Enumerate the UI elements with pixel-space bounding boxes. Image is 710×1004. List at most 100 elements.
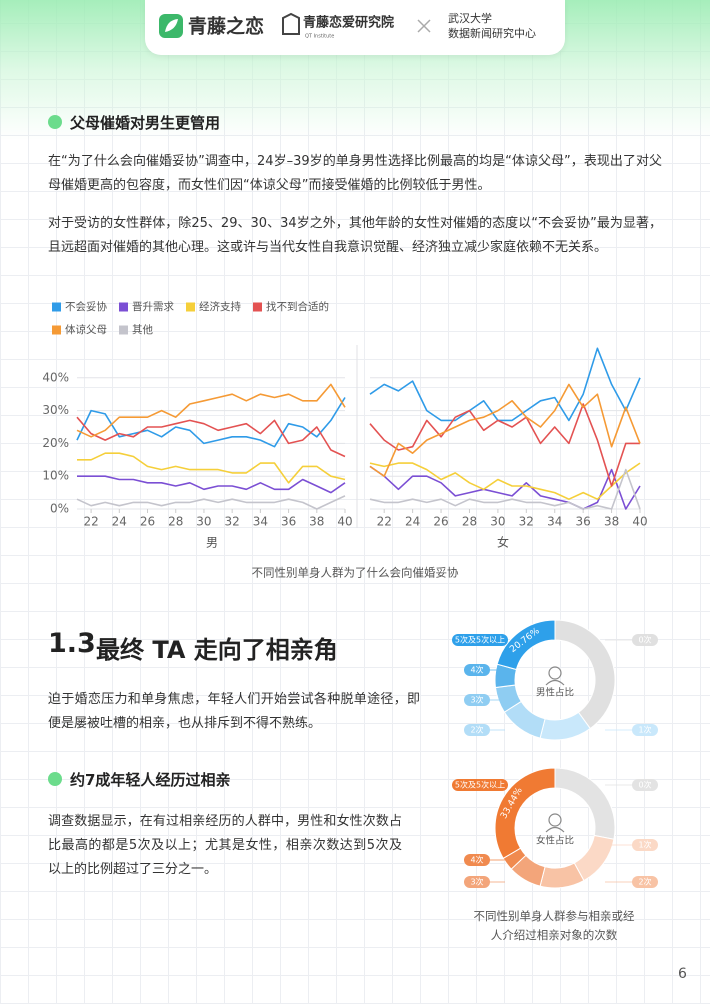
y-tick-label: 0%: [50, 502, 69, 516]
paragraph: 调查数据显示，在有过相亲经历的人群中，男性和女性次数占比最高的都是5次及以上；尤…: [48, 814, 402, 877]
x-tick-label: 34: [547, 515, 562, 529]
legend-swatch: [119, 302, 128, 312]
x-tick-label: 30: [196, 515, 211, 529]
donut-segment: [494, 767, 556, 860]
x-tick-label: 24: [112, 515, 127, 529]
legend-swatch: [186, 302, 195, 312]
legend-label: 找不到合适的: [266, 300, 329, 313]
header-bar: [145, 0, 565, 55]
segment-label: 5次及5次以上: [455, 635, 505, 645]
series-line: [369, 468, 641, 510]
x-tick-label: 38: [604, 515, 619, 529]
x-tick-label: 28: [168, 515, 183, 529]
segment-pill: [452, 779, 508, 791]
x-tick-label: 36: [281, 515, 296, 529]
x-tick-label: 38: [309, 515, 324, 529]
x-tick-label: 26: [433, 515, 448, 529]
series-line: [77, 452, 346, 484]
x-tick-label: 30: [490, 515, 505, 529]
brand: 青藤之恋: [188, 15, 264, 38]
x-tick-label: 36: [576, 515, 591, 529]
legend-label: 经济支持: [199, 300, 241, 313]
institute-en: QT Institute: [305, 34, 334, 40]
series-line: [76, 416, 346, 458]
x-tick-label: 34: [253, 515, 268, 529]
y-tick-label: 30%: [42, 403, 69, 417]
segment-label: 4次: [470, 665, 483, 675]
x-tick-label: 26: [140, 515, 155, 529]
paragraph: 在“为了什么会向催婚妥协”调查中，24岁–39岁的单身男性选择比例最高的均是“体…: [48, 154, 662, 193]
section-heading: 父母催婚对男生更管用: [70, 114, 221, 132]
x-tick-label: 40: [337, 515, 352, 529]
segment-pill: [632, 876, 658, 888]
series-line: [369, 465, 641, 510]
segment-pill: [632, 779, 658, 791]
center-label: 女性占比: [536, 835, 574, 847]
header-logos: 青藤之恋 青藤恋爱研究院 QT Institute 武汉大学 数据新闻研究中心: [159, 11, 536, 40]
x-tick-label: 32: [225, 515, 240, 529]
series-line: [369, 347, 641, 422]
x-tick-label: 40: [632, 515, 647, 529]
series-line: [77, 475, 346, 494]
donut-segment: [554, 619, 616, 730]
segment-label: 2次: [638, 877, 651, 887]
segment-pill: [452, 634, 508, 646]
segment-label: 0次: [638, 635, 651, 645]
paragraph: 迫于婚恋压力和单身焦虑，年轻人们开始尝试各种脱单途径，即便是屡被吐槽的相亲，也从…: [48, 692, 420, 731]
institute: 青藤恋爱研究院: [303, 15, 394, 31]
section-title: 最终 TA 走向了相亲角: [96, 636, 338, 664]
segment-pill: [632, 839, 658, 851]
series-line: [369, 383, 641, 477]
legend-label: 体谅父母: [65, 323, 107, 336]
series-line: [76, 397, 346, 448]
y-tick-label: 10%: [42, 469, 69, 483]
segment-pill: [464, 876, 490, 888]
segment-pill: [464, 854, 490, 866]
x-tick-label: 22: [83, 515, 98, 529]
segment-label: 3次: [470, 695, 483, 705]
partner: 武汉大学: [448, 11, 492, 25]
partner: 数据新闻研究中心: [448, 26, 536, 40]
section-number: 1.3: [48, 628, 96, 659]
segment-label: 1次: [638, 840, 651, 850]
institute-icon: [282, 12, 300, 35]
segment-pill: [464, 724, 490, 736]
center-label: 男性占比: [536, 687, 574, 699]
donut-caption: 不同性别单身人群参与相亲或经人介绍过相亲对象的次数: [473, 909, 635, 942]
segment-label: 4次: [470, 855, 483, 865]
cross: [417, 19, 431, 33]
segment-label: 2次: [470, 725, 483, 735]
donut-segment: [496, 619, 556, 671]
chart-caption: 不同性别单身人群为了什么会向催婚妥协: [252, 566, 459, 580]
y-tick-label: 20%: [42, 436, 69, 450]
legend-label: 晋升需求: [132, 301, 174, 313]
person-icon: [545, 666, 565, 833]
x-axis-label: 女: [497, 535, 509, 550]
series-line: [369, 403, 640, 487]
series-line: [76, 495, 346, 510]
x-tick-label: 22: [377, 515, 392, 529]
legend-swatch: [119, 325, 128, 335]
logo-leaf: [165, 19, 178, 32]
legend-label: 其他: [132, 323, 153, 336]
legend-swatch: [52, 302, 61, 312]
segment-pill: [464, 664, 490, 676]
series-line: [76, 383, 346, 438]
legend-label: 不会妥协: [65, 300, 107, 313]
segment-label: 3次: [470, 877, 483, 887]
segment-pill: [632, 724, 658, 736]
segment-label: 1次: [638, 725, 651, 735]
series-line: [369, 462, 641, 500]
bullet: [48, 115, 62, 129]
x-tick-label: 24: [405, 515, 420, 529]
donut-segment: [554, 767, 616, 840]
x-axis-label: 男: [206, 536, 218, 550]
legend-swatch: [253, 302, 262, 312]
segment-label: 5次及5次以上: [455, 780, 505, 790]
segment-label: 0次: [638, 780, 651, 790]
legend-swatch: [52, 325, 61, 335]
page-number: 6: [678, 966, 687, 982]
paragraph: 对于受访的女性群体，除25、29、30、34岁之外，其他年龄的女性对催婚的态度以…: [48, 216, 662, 255]
